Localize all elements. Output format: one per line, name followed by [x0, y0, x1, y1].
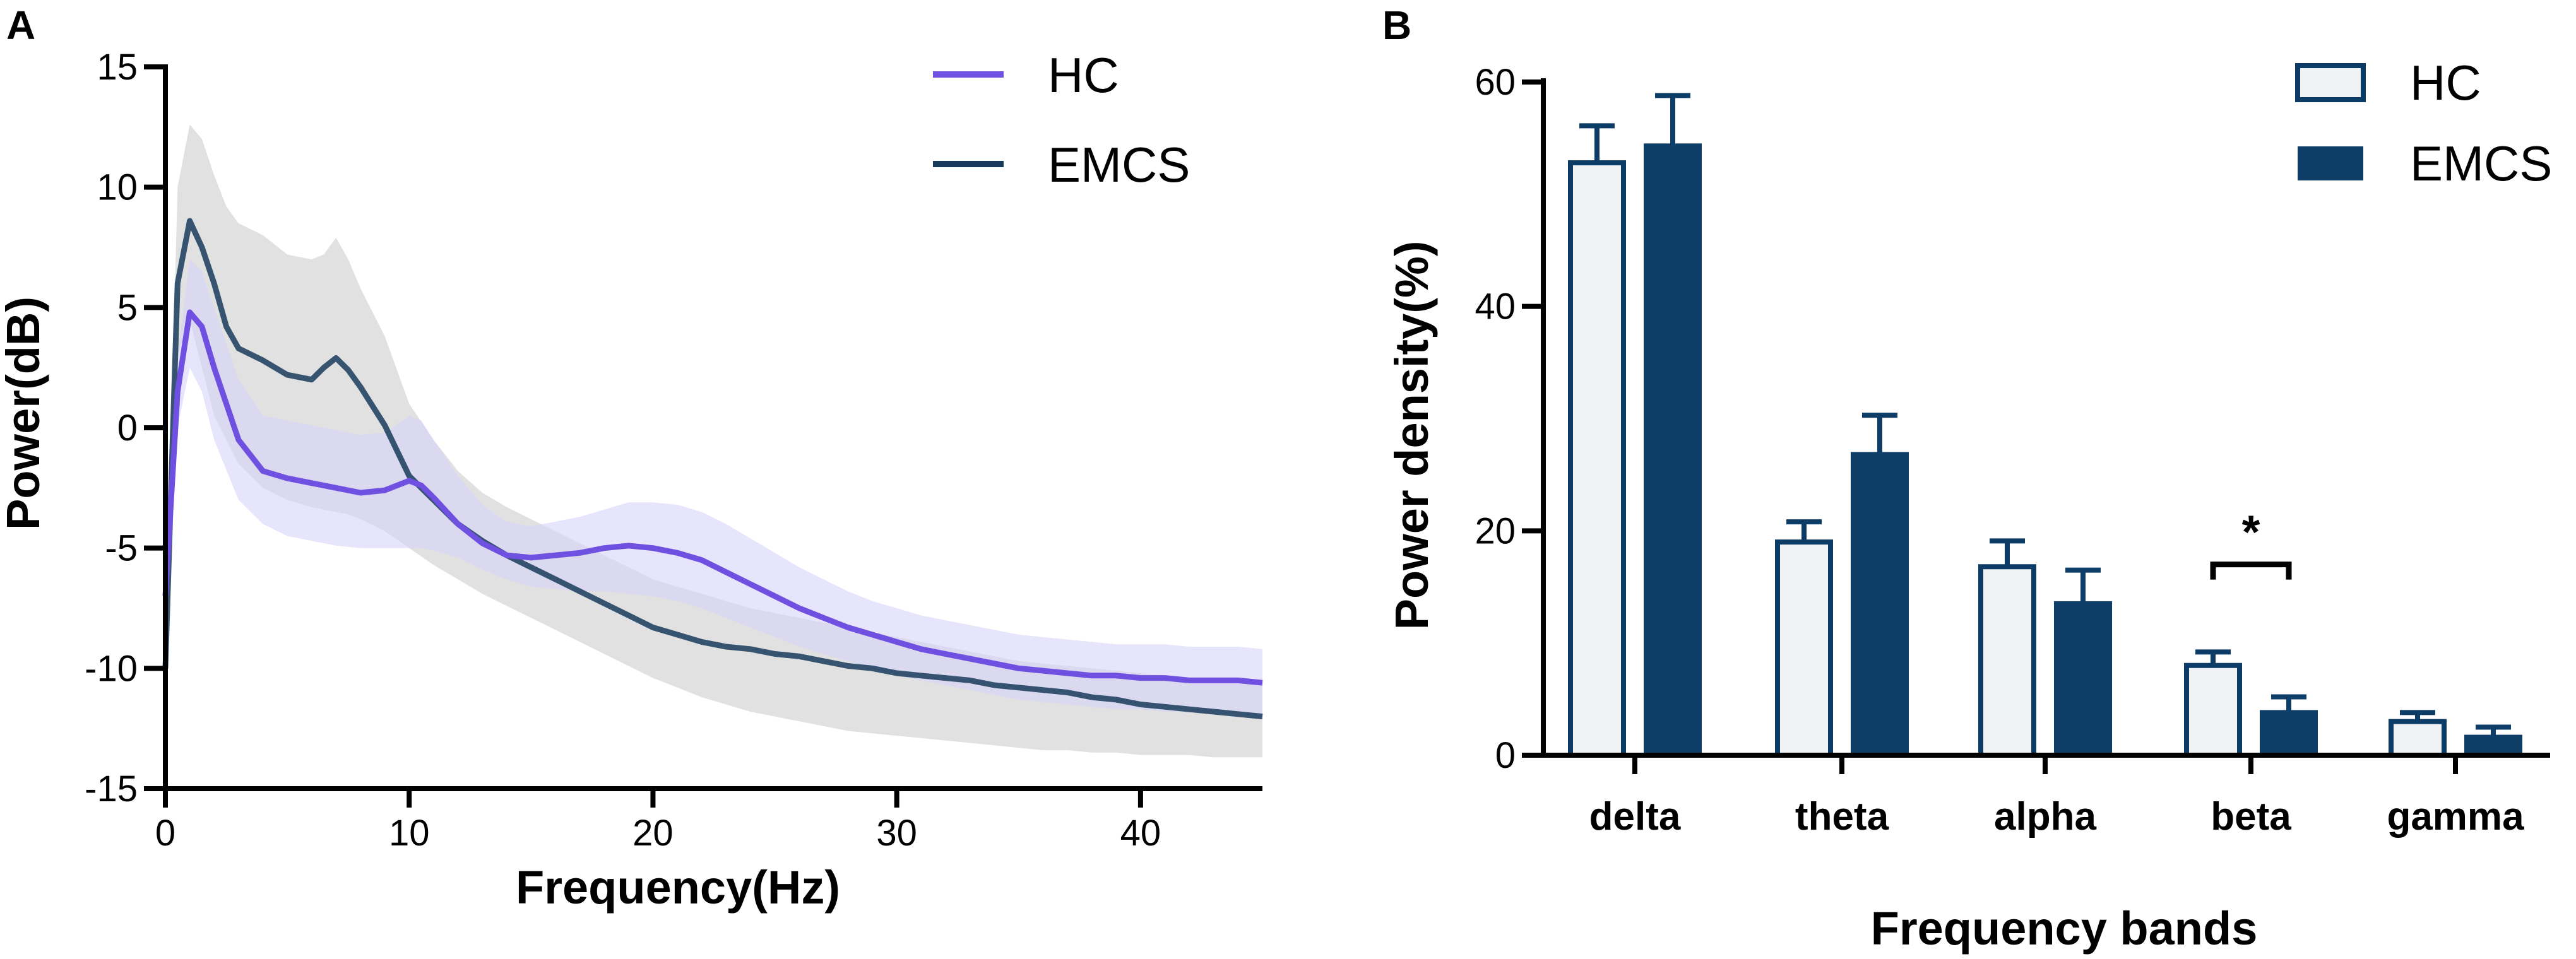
y-tick-label: 15 [97, 47, 138, 88]
panel-b-bar-chart: B * delta theta alpha beta gamma 0 20 40 60 Freq… [1382, 3, 2552, 955]
legend: HC EMCS [2295, 55, 2552, 191]
y-axis-label: Power(dB) [0, 297, 49, 530]
y-tick-label: 20 [1475, 510, 1516, 551]
bar-emcs-gamma [2464, 734, 2522, 758]
bar-emcs-delta [1644, 143, 1702, 758]
line-hc [162, 309, 1263, 686]
y-tick-label: 60 [1475, 62, 1516, 103]
axes: delta theta alpha beta gamma 0 20 40 60 [1475, 62, 2550, 838]
x-tick-label: 10 [389, 813, 430, 854]
legend-swatch-hc [2295, 63, 2366, 102]
category-label-gamma: gamma [2387, 795, 2524, 838]
bars: * [1568, 93, 2522, 758]
x-tick-label: 40 [1120, 813, 1161, 854]
bar-emcs-theta [1851, 452, 1909, 758]
category-label-delta: delta [1589, 795, 1681, 838]
y-tick-label: -10 [85, 648, 138, 689]
legend-label-emcs: EMCS [1048, 137, 1190, 192]
bar-hc-delta [1568, 160, 1626, 758]
y-tick-label: -15 [85, 768, 138, 809]
bar-hc-alpha [1978, 564, 2036, 758]
category-label-beta: beta [2211, 795, 2291, 838]
x-tick-label: 30 [876, 813, 917, 854]
x-tick-label: 0 [155, 813, 175, 854]
legend-label-hc: HC [1048, 47, 1119, 103]
bar-emcs-beta [2260, 710, 2318, 758]
bar-emcs-alpha [2054, 601, 2112, 758]
y-tick-label: 0 [117, 408, 138, 449]
x-axis-label: Frequency(Hz) [516, 861, 840, 914]
category-label-alpha: alpha [1994, 795, 2096, 838]
bar-hc-gamma [2389, 719, 2447, 758]
legend: HC EMCS [933, 47, 1190, 192]
panel-a-label: A [6, 3, 35, 48]
y-axis-label: Power density(%) [1386, 241, 1438, 630]
x-tick-label: 20 [632, 813, 674, 854]
bar-hc-theta [1775, 539, 1833, 758]
y-tick-label: 5 [117, 287, 138, 328]
category-label-theta: theta [1795, 795, 1889, 838]
legend-label-hc: HC [2410, 55, 2481, 110]
significance-star: * [2242, 506, 2260, 558]
axes: -15 -10 -5 0 5 10 15 0 10 20 30 40 [85, 47, 1262, 854]
line-emcs [162, 218, 1263, 720]
legend-swatch-emcs [2298, 146, 2363, 180]
series-lines [162, 218, 1263, 720]
y-tick-label: -5 [105, 528, 138, 569]
panel-b-label: B [1382, 3, 1411, 48]
y-tick-label: 0 [1495, 735, 1516, 776]
legend-label-emcs: EMCS [2410, 136, 2552, 191]
significance-bracket [2210, 562, 2292, 580]
bar-hc-beta [2184, 662, 2242, 758]
y-tick-label: 40 [1475, 286, 1516, 327]
y-tick-label: 10 [97, 167, 138, 208]
x-axis-label: Frequency bands [1871, 902, 2258, 955]
confidence-bands [165, 124, 1262, 758]
